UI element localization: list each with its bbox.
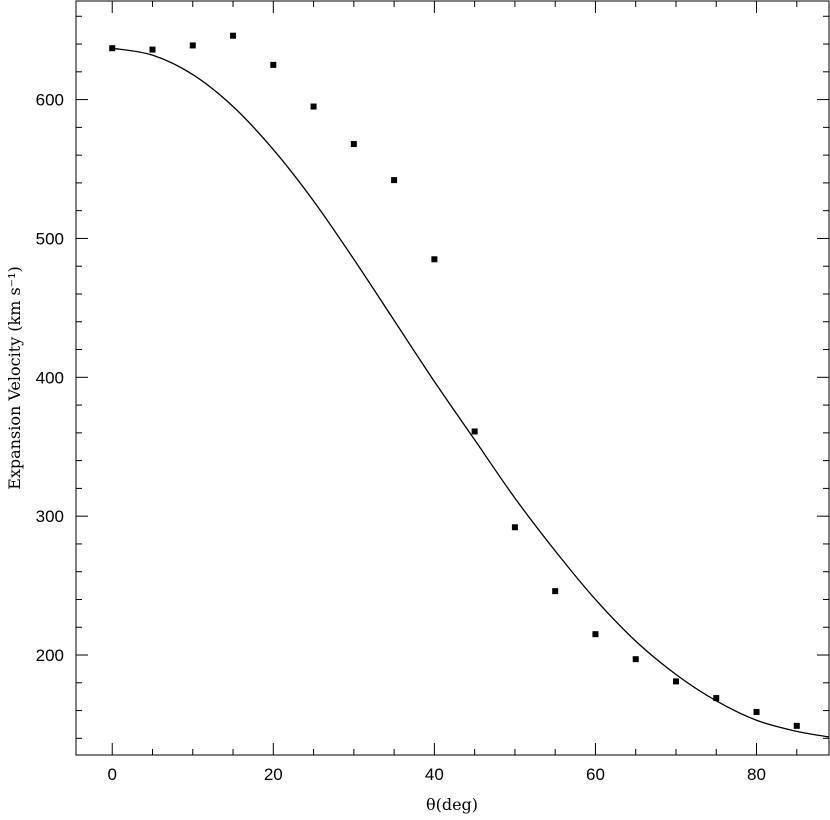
data-point bbox=[230, 32, 237, 39]
data-point bbox=[753, 708, 760, 715]
data-point bbox=[391, 177, 398, 184]
y-tick-label: 400 bbox=[36, 368, 64, 387]
data-point bbox=[632, 656, 639, 663]
x-tick-label: 60 bbox=[586, 765, 605, 784]
x-tick-label: 0 bbox=[108, 765, 117, 784]
model-curve bbox=[112, 47, 830, 738]
x-tick-label: 80 bbox=[747, 765, 766, 784]
y-tick-label: 500 bbox=[36, 229, 64, 248]
y-tick-label: 200 bbox=[36, 646, 64, 665]
axis-ticks bbox=[76, 1, 829, 755]
data-point bbox=[552, 588, 559, 595]
data-point bbox=[350, 141, 357, 148]
data-point bbox=[511, 524, 518, 531]
x-tick-label: 40 bbox=[425, 765, 444, 784]
tick-labels: 0 20 40 60 80 200 300 400 500 600 bbox=[36, 91, 766, 784]
data-point bbox=[431, 256, 438, 263]
data-point bbox=[471, 428, 478, 435]
data-point bbox=[793, 722, 800, 729]
data-point bbox=[270, 61, 277, 68]
y-axis-title: Expansion Velocity (km s⁻¹) bbox=[5, 266, 24, 490]
data-point bbox=[109, 45, 116, 52]
data-point bbox=[149, 46, 156, 53]
data-points bbox=[109, 32, 800, 729]
x-axis-title: θ(deg) bbox=[426, 795, 478, 814]
data-point bbox=[592, 631, 599, 638]
data-point bbox=[189, 42, 196, 49]
data-point bbox=[713, 695, 720, 702]
x-tick-label: 20 bbox=[264, 765, 283, 784]
data-point bbox=[672, 678, 679, 685]
y-tick-label: 600 bbox=[36, 91, 64, 110]
data-point bbox=[310, 103, 317, 110]
plot-frame bbox=[75, 0, 830, 756]
y-tick-label: 300 bbox=[36, 507, 64, 526]
